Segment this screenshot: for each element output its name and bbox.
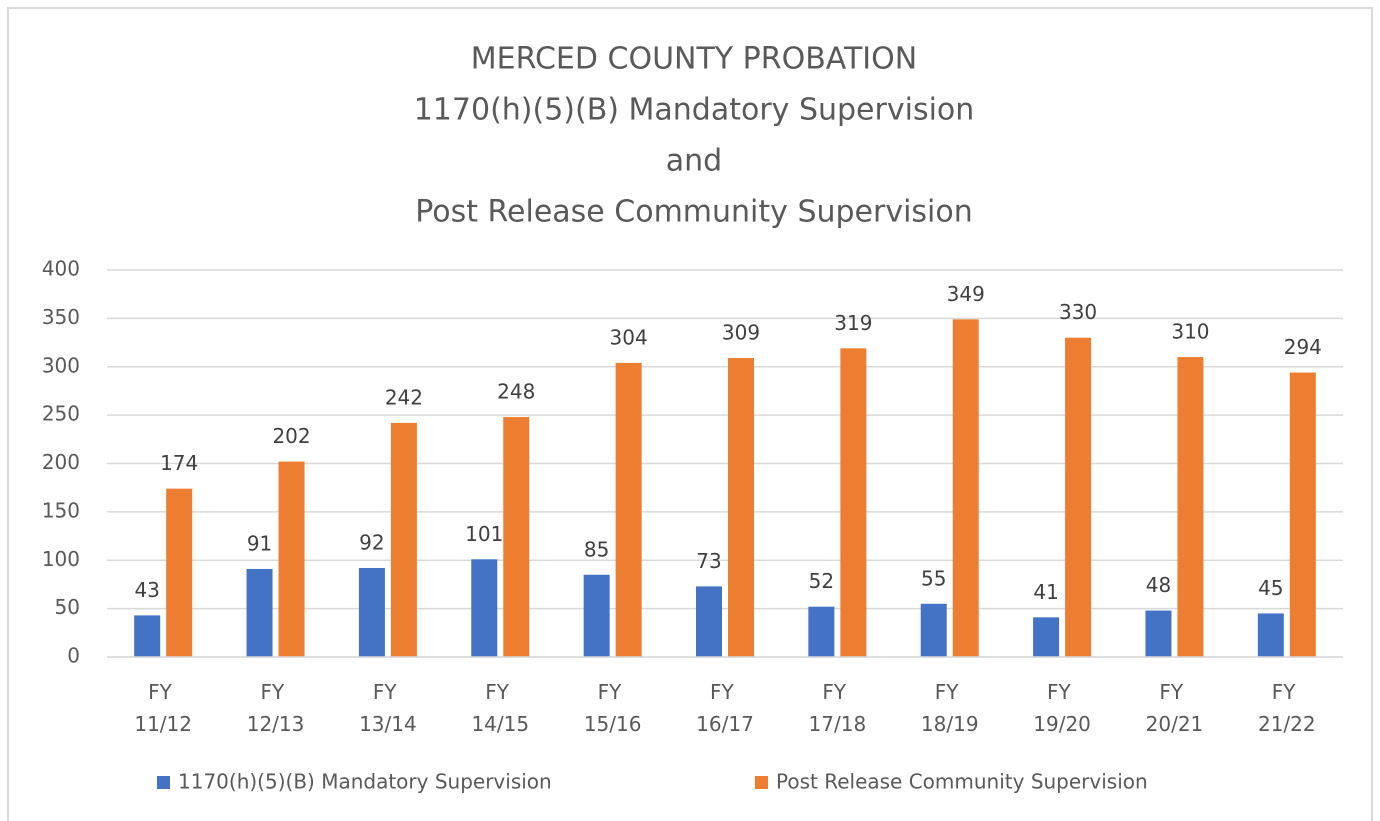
x-tick-line: 13/14 xyxy=(359,712,417,736)
bar xyxy=(583,574,610,657)
x-tick-label: FY 17/18 xyxy=(809,680,867,736)
bar xyxy=(134,615,161,657)
x-tick-line: 11/12 xyxy=(134,712,192,736)
data-label: 202 xyxy=(272,424,310,448)
x-tick-label: FY 18/19 xyxy=(921,680,979,736)
legend-swatch xyxy=(157,776,170,789)
data-label: 45 xyxy=(1258,576,1283,600)
bar xyxy=(808,606,835,657)
x-tick-line: FY xyxy=(710,680,740,704)
bar xyxy=(1065,337,1092,657)
chart-title: and xyxy=(666,144,722,179)
bar xyxy=(278,461,305,657)
x-tick-line: FY xyxy=(598,680,628,704)
x-tick-line: 15/16 xyxy=(584,712,642,736)
chart-title: 1170(h)(5)(B) Mandatory Supervision xyxy=(414,93,975,128)
x-tick-label: FY 11/12 xyxy=(134,680,192,736)
x-tick-label: FY 13/14 xyxy=(359,680,417,736)
legend-swatch xyxy=(755,776,768,789)
data-label: 330 xyxy=(1059,300,1097,324)
data-label: 319 xyxy=(834,311,872,335)
x-tick-line: FY xyxy=(935,680,965,704)
bar xyxy=(728,358,754,657)
data-label: 52 xyxy=(809,569,834,593)
bar xyxy=(390,422,417,657)
x-tick-line: 21/22 xyxy=(1258,712,1316,736)
bar xyxy=(358,567,385,657)
bar xyxy=(952,319,979,657)
y-tick-label: 100 xyxy=(42,547,80,571)
bar xyxy=(696,586,722,657)
y-tick-label: 50 xyxy=(55,595,80,619)
bar xyxy=(1289,372,1316,657)
data-label: 242 xyxy=(385,385,423,409)
bar xyxy=(840,348,867,657)
x-tick-line: FY xyxy=(148,680,178,704)
x-tick-label: FY 21/22 xyxy=(1258,680,1316,736)
bar xyxy=(1177,357,1204,657)
data-label: 91 xyxy=(247,531,272,555)
y-tick-label: 400 xyxy=(42,257,80,281)
x-tick-label: FY 19/20 xyxy=(1033,680,1091,736)
data-label: 43 xyxy=(134,578,159,602)
x-tick-line: FY xyxy=(1047,680,1077,704)
x-tick-line: 18/19 xyxy=(921,712,979,736)
legend-label: Post Release Community Supervision xyxy=(776,770,1148,794)
data-label: 73 xyxy=(696,549,721,573)
x-tick-line: FY xyxy=(485,680,515,704)
data-label: 101 xyxy=(465,522,503,546)
data-label: 41 xyxy=(1033,580,1058,604)
data-label: 294 xyxy=(1284,335,1322,359)
bar xyxy=(1257,613,1284,657)
x-tick-label: FY 20/21 xyxy=(1146,680,1204,736)
data-label: 55 xyxy=(921,566,946,590)
bar xyxy=(1145,610,1172,657)
bar xyxy=(246,568,273,657)
x-tick-line: FY xyxy=(1272,680,1302,704)
data-label: 310 xyxy=(1171,320,1209,344)
x-tick-line: FY xyxy=(1159,680,1189,704)
x-tick-label: FY 14/15 xyxy=(471,680,529,736)
x-tick-line: 14/15 xyxy=(471,712,529,736)
x-tick-line: FY xyxy=(373,680,403,704)
x-tick-label: FY 15/16 xyxy=(584,680,642,736)
y-tick-label: 150 xyxy=(42,498,80,522)
x-tick-line: FY xyxy=(822,680,852,704)
x-tick-label: FY 16/17 xyxy=(696,680,754,736)
x-tick-label: FY 12/13 xyxy=(247,680,305,736)
bar xyxy=(1033,617,1060,657)
data-label: 92 xyxy=(359,530,384,554)
bar xyxy=(503,417,530,657)
bar xyxy=(471,559,498,657)
data-label: 48 xyxy=(1146,573,1171,597)
legend-label: 1170(h)(5)(B) Mandatory Supervision xyxy=(178,770,552,794)
x-tick-line: 12/13 xyxy=(247,712,305,736)
x-tick-line: 17/18 xyxy=(809,712,867,736)
y-tick-label: 250 xyxy=(42,402,80,426)
y-tick-label: 200 xyxy=(42,450,80,474)
x-tick-line: FY xyxy=(261,680,291,704)
y-tick-label: 0 xyxy=(67,644,80,668)
bar xyxy=(920,603,947,657)
data-label: 85 xyxy=(584,537,609,561)
chart-title: Post Release Community Supervision xyxy=(415,195,973,230)
data-label: 248 xyxy=(497,380,535,404)
data-label: 304 xyxy=(610,325,648,349)
bar xyxy=(166,488,193,657)
x-tick-line: 19/20 xyxy=(1033,712,1091,736)
data-label: 349 xyxy=(947,282,985,306)
data-label: 174 xyxy=(160,451,198,475)
data-label: 309 xyxy=(722,321,760,345)
x-tick-line: 20/21 xyxy=(1146,712,1204,736)
y-tick-label: 350 xyxy=(42,305,80,329)
x-tick-line: 16/17 xyxy=(696,712,754,736)
chart-title: MERCED COUNTY PROBATION xyxy=(471,42,917,77)
y-tick-label: 300 xyxy=(42,353,80,377)
bar xyxy=(615,362,642,657)
